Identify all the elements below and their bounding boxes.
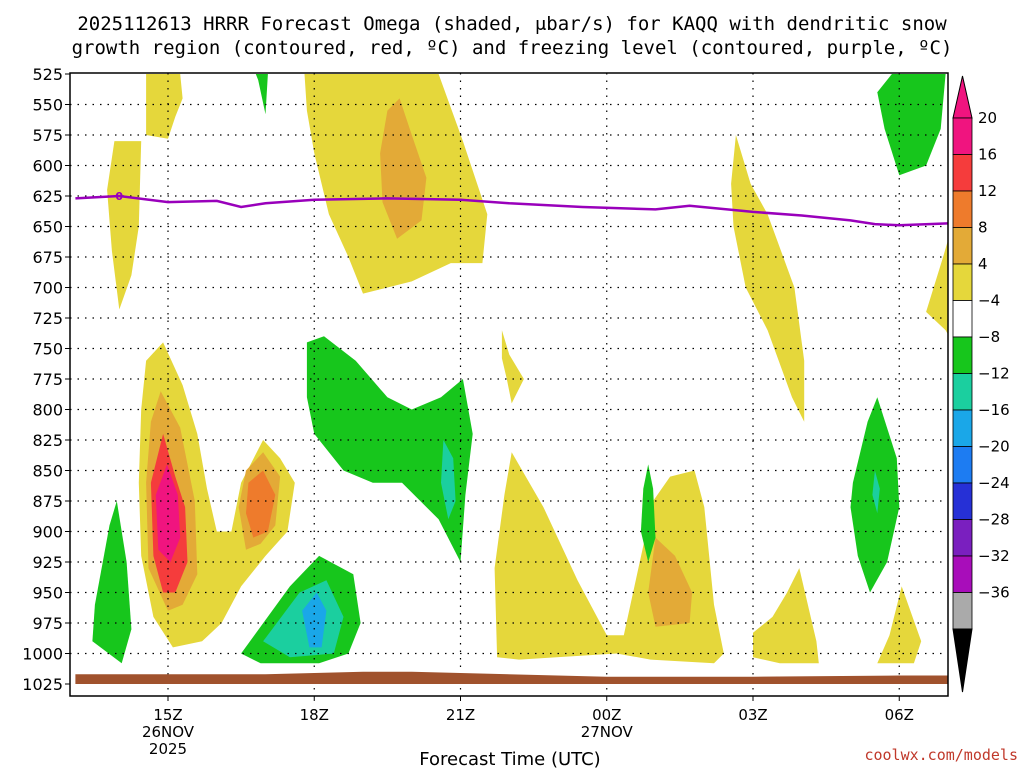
- y-tick-label: 900: [32, 523, 63, 542]
- omega-region-25: [302, 592, 327, 648]
- colorbar-swatch: [952, 373, 973, 411]
- chart-title-line1: 2025112613 HRRR Forecast Omega (shaded, …: [77, 13, 947, 35]
- y-tick-label: 800: [32, 401, 63, 420]
- colorbar-label: 16: [978, 146, 997, 164]
- colorbar: 20 16 12 8 4 −4 −8 −12 −16 −20 −24 −28 −32 −36: [952, 75, 1010, 693]
- y-tick-label: 825: [32, 431, 63, 450]
- colorbar-swatch: [952, 519, 973, 557]
- omega-region-11: [501, 330, 524, 404]
- colorbar-swatch: [952, 300, 973, 338]
- x-tick-label: 2025: [149, 740, 187, 758]
- colorbar-swatch: [952, 592, 973, 630]
- omega-shaded-regions: [92, 74, 948, 664]
- x-tick-label: 15Z: [153, 706, 182, 724]
- colorbar-swatch: [952, 555, 973, 593]
- colorbar-swatch: [952, 227, 973, 265]
- y-tick-label: 950: [32, 584, 63, 603]
- y-tick-label: 875: [32, 492, 63, 511]
- colorbar-label: −32: [978, 547, 1010, 565]
- y-tick-label: 925: [32, 553, 63, 572]
- colorbar-label: 8: [978, 219, 988, 237]
- plot-area: 0: [69, 72, 949, 697]
- y-tick-label: 750: [32, 340, 63, 359]
- credit-text: coolwx.com/models: [864, 746, 1018, 764]
- pressure-axis: 525 550 575 600 625 650 675 700 725 750 775 800 825 8…: [22, 65, 70, 694]
- x-tick-label: 27NOV: [581, 723, 634, 741]
- colorbar-swatch: [952, 482, 973, 520]
- colorbar-swatch: [952, 263, 973, 301]
- y-tick-label: 975: [32, 614, 63, 633]
- terrain-below-ground: [75, 671, 948, 684]
- omega-region-2: [107, 141, 142, 310]
- omega-region-28: [640, 464, 656, 562]
- y-tick-label: 700: [32, 279, 63, 298]
- colorbar-label: −16: [978, 401, 1010, 419]
- colorbar-swatch: [952, 117, 973, 155]
- colorbar-swatch: [952, 154, 973, 192]
- omega-region-13: [648, 537, 693, 627]
- colorbar-label: −8: [978, 328, 1000, 346]
- colorbar-label: −12: [978, 365, 1010, 383]
- omega-region-10: [155, 464, 181, 562]
- colorbar-label: −4: [978, 292, 1000, 310]
- colorbar-label: −24: [978, 474, 1010, 492]
- colorbar-over-arrow: [952, 75, 973, 119]
- omega-region-17: [877, 586, 922, 664]
- x-axis-label: Forecast Time (UTC): [419, 749, 600, 768]
- y-tick-label: 600: [32, 157, 63, 176]
- y-tick-label: 775: [32, 370, 63, 389]
- colorbar-label: −28: [978, 511, 1010, 529]
- y-tick-label: 525: [32, 65, 63, 84]
- y-tick-label: 850: [32, 462, 63, 481]
- omega-region-14: [731, 135, 805, 422]
- freezing-level-contour: [75, 194, 948, 227]
- colorbar-label: 12: [978, 182, 997, 200]
- x-tick-label: 21Z: [446, 706, 475, 724]
- omega-region-18: [255, 74, 268, 115]
- y-tick-label: 1025: [22, 675, 63, 694]
- omega-region-24: [263, 580, 344, 658]
- colorbar-swatch: [952, 336, 973, 374]
- colorbar-label: −20: [978, 438, 1010, 456]
- chart-title-line2: growth region (contoured, red, ºC) and f…: [72, 37, 953, 59]
- colorbar-under-arrow: [952, 628, 973, 693]
- x-tick-label: 00Z: [592, 706, 621, 724]
- omega-region-4: [380, 98, 427, 239]
- x-tick-label: 18Z: [300, 706, 329, 724]
- omega-region-8: [246, 470, 276, 538]
- omega-region-20: [92, 501, 132, 664]
- x-tick-label: 03Z: [738, 706, 767, 724]
- x-tick-label: 06Z: [885, 706, 914, 724]
- omega-region-15: [926, 240, 948, 335]
- colorbar-label: 4: [978, 255, 988, 273]
- omega-region-22: [441, 440, 456, 520]
- colorbar-swatch: [952, 190, 973, 228]
- omega-region-21: [306, 336, 473, 562]
- y-tick-label: 725: [32, 309, 63, 328]
- y-tick-label: 675: [32, 248, 63, 267]
- y-tick-label: 1000: [22, 645, 63, 664]
- y-tick-label: 575: [32, 126, 63, 145]
- plot-frame: [69, 72, 949, 697]
- colorbar-label: −36: [978, 584, 1010, 602]
- freezing-level-contour-label: 0: [115, 190, 123, 203]
- omega-region-27: [872, 470, 880, 514]
- y-tick-label: 625: [32, 187, 63, 206]
- colorbar-swatch: [952, 409, 973, 447]
- x-tick-label: 26NOV: [142, 723, 195, 741]
- colorbar-label: 20: [978, 109, 997, 127]
- omega-region-19: [877, 74, 946, 176]
- omega-region-1: [146, 74, 183, 139]
- y-tick-label: 550: [32, 96, 63, 115]
- colorbar-swatch: [952, 446, 973, 484]
- omega-region-16: [753, 568, 819, 664]
- y-tick-label: 650: [32, 218, 63, 237]
